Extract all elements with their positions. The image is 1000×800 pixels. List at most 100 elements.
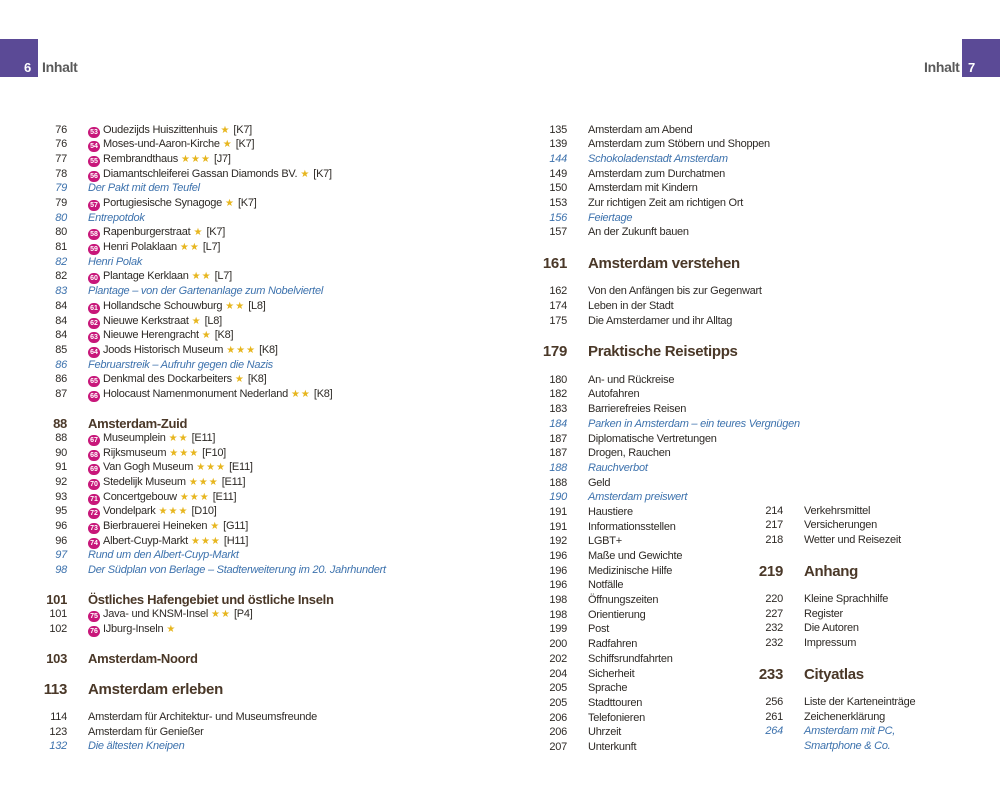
toc-entry[interactable]: 153 Zur richtigen Zeit am richtigen Ort: [520, 196, 760, 211]
toc-entry[interactable]: 86 65 Denkmal des Dockarbeiters ★ [K8]: [20, 372, 500, 388]
toc-entry[interactable]: 206 Uhrzeit: [520, 725, 760, 740]
toc-entry[interactable]: 220 Kleine Sprachhilfe: [736, 592, 976, 607]
toc-feature-entry[interactable]: 86 Februarstreik – Aufruhr gegen die Nazi…: [20, 358, 500, 373]
sight-number-badge: 54: [88, 141, 100, 153]
toc-entry[interactable]: 157 An der Zukunft bauen: [520, 225, 760, 240]
toc-entry[interactable]: 175 Die Amsterdamer und ihr Alltag: [520, 314, 760, 329]
toc-entry[interactable]: 82 60 Plantage Kerklaan ★★ [L7]: [20, 269, 500, 285]
toc-entry[interactable]: 80 58 Rapenburgerstraat ★ [K7]: [20, 225, 500, 241]
toc-entry[interactable]: 192 LGBT+: [520, 534, 760, 549]
toc-entry[interactable]: 84 63 Nieuwe Herengracht ★ [K8]: [20, 328, 500, 344]
toc-entry[interactable]: 93 71 Concertgebouw ★★★ [E11]: [20, 490, 500, 505]
toc-entry[interactable]: 91 69 Van Gogh Museum ★★★ [E11]: [20, 460, 500, 476]
toc-entry[interactable]: 191 Haustiere: [520, 505, 760, 520]
toc-entry[interactable]: 85 64 Joods Historisch Museum ★★★ [K8]: [20, 343, 500, 358]
toc-entry[interactable]: 207 Unterkunft: [520, 740, 760, 755]
toc-entry[interactable]: 218 Wetter und Reisezeit: [736, 533, 976, 548]
toc-feature-entry[interactable]: 188 Rauchverbot: [520, 461, 760, 476]
toc-entry[interactable]: 188 Geld: [520, 476, 760, 491]
toc-entry[interactable]: 101 75 Java- und KNSM-Insel ★★ [P4]: [20, 607, 500, 623]
toc-entry[interactable]: 256 Liste der Karteneinträge: [736, 695, 976, 710]
toc-entry[interactable]: 198 Öffnungszeiten: [520, 593, 760, 608]
toc-entry[interactable]: 174 Leben in der Stadt: [520, 299, 760, 314]
toc-feature-entry[interactable]: 98 Der Südplan von Berlage – Stadterweite…: [20, 563, 500, 578]
toc-chapter-heading[interactable]: 113 Amsterdam erleben: [20, 681, 500, 698]
toc-entry[interactable]: 196 Maße und Gewichte: [520, 549, 760, 564]
toc-entry[interactable]: 227 Register: [736, 607, 976, 622]
toc-entry[interactable]: 205 Sprache: [520, 681, 760, 696]
toc-entry[interactable]: 88 67 Museumplein ★★ [E11]: [20, 431, 500, 446]
toc-chapter-heading[interactable]: 161 Amsterdam verstehen: [520, 256, 760, 272]
toc-entry[interactable]: 135 Amsterdam am Abend: [520, 123, 760, 138]
entry-text: Amsterdam preiswert: [588, 490, 687, 505]
toc-entry[interactable]: 191 Informationsstellen: [520, 520, 760, 535]
toc-entry[interactable]: 78 56 Diamantschleiferei Gassan Diamonds B…: [20, 167, 500, 182]
toc-feature-entry[interactable]: 144 Schokoladenstadt Amsterdam: [520, 152, 760, 167]
toc-entry[interactable]: 198 Orientierung: [520, 608, 760, 623]
toc-entry[interactable]: 183 Barrierefreies Reisen: [520, 402, 760, 417]
toc-entry[interactable]: 204 Sicherheit: [520, 667, 760, 682]
toc-entry[interactable]: 84 62 Nieuwe Kerkstraat ★ [L8]: [20, 314, 500, 329]
toc-entry[interactable]: 76 54 Moses-und-Aaron-Kirche ★ [K7]: [20, 137, 500, 153]
toc-chapter-heading[interactable]: 233 Cityatlas: [736, 666, 976, 683]
toc-entry[interactable]: 84 61 Hollandsche Schouwburg ★★ [L8]: [20, 299, 500, 314]
toc-entry[interactable]: 232 Die Autoren: [736, 621, 976, 636]
entry-title: LGBT+: [588, 535, 622, 548]
toc-entry[interactable]: 200 Radfahren: [520, 637, 760, 652]
toc-entry[interactable]: 206 Telefonieren: [520, 711, 760, 726]
entry-text: Öffnungszeiten: [588, 593, 659, 608]
toc-feature-entry[interactable]: 80 Entrepotdok: [20, 211, 500, 226]
toc-entry[interactable]: 187 Drogen, Rauchen: [520, 446, 760, 461]
toc-entry[interactable]: 96 74 Albert-Cuyp-Markt ★★★ [H11]: [20, 534, 500, 549]
toc-feature-entry[interactable]: 264 Amsterdam mit PC,: [736, 724, 976, 739]
toc-feature-entry[interactable]: 190 Amsterdam preiswert: [520, 490, 760, 505]
toc-entry[interactable]: 95 72 Vondelpark ★★★ [D10]: [20, 504, 500, 520]
toc-entry[interactable]: 114 Amsterdam für Architektur- und Museum…: [20, 710, 500, 725]
toc-entry[interactable]: 180 An- und Rückreise: [520, 373, 760, 388]
toc-entry[interactable]: 123 Amsterdam für Genießer: [20, 725, 500, 740]
page-number: 87: [55, 387, 67, 400]
toc-entry[interactable]: 139 Amsterdam zum Stöbern und Shoppen: [520, 137, 770, 152]
toc-entry[interactable]: 81 59 Henri Polaklaan ★★ [L7]: [20, 240, 500, 256]
entry-title: Portugiesische Synagoge: [103, 197, 222, 210]
toc-feature-entry[interactable]: 82 Henri Polak: [20, 255, 500, 270]
toc-chapter-heading[interactable]: 219 Anhang: [736, 563, 976, 580]
toc-entry[interactable]: 205 Stadttouren: [520, 696, 760, 711]
toc-entry[interactable]: 261 Zeichenerklärung: [736, 710, 976, 725]
toc-entry[interactable]: 102 76 IJburg-Inseln ★: [20, 622, 500, 637]
toc-entry[interactable]: 199 Post: [520, 622, 760, 637]
toc-entry[interactable]: 162 Von den Anfängen bis zur Gegenwart: [520, 284, 762, 299]
toc-entry[interactable]: 149 Amsterdam zum Durchatmen: [520, 167, 760, 182]
toc-subsection-heading[interactable]: 101 Östliches Hafengebiet und östliche In…: [20, 592, 500, 607]
toc-feature-entry[interactable]: Smartphone & Co.: [736, 739, 976, 754]
entry-title: Rauchverbot: [588, 461, 648, 474]
toc-entry[interactable]: 96 73 Bierbrauerei Heineken ★ [G11]: [20, 519, 500, 535]
toc-entry[interactable]: 214 Verkehrsmittel: [736, 504, 976, 519]
toc-entry[interactable]: 182 Autofahren: [520, 387, 760, 402]
toc-feature-entry[interactable]: 79 Der Pakt mit dem Teufel: [20, 181, 500, 196]
toc-feature-entry[interactable]: 132 Die ältesten Kneipen: [20, 739, 500, 754]
toc-entry[interactable]: 150 Amsterdam mit Kindern: [520, 181, 760, 196]
toc-entry[interactable]: 87 66 Holocaust Namenmonument Nederland ★★[…: [20, 387, 500, 402]
toc-entry[interactable]: 77 55 Rembrandthaus ★★★ [J7]: [20, 152, 500, 167]
toc-entry[interactable]: 92 70 Stedelijk Museum ★★★ [E11]: [20, 475, 500, 491]
toc-entry[interactable]: 196 Medizinische Hilfe: [520, 564, 760, 579]
entry-text: 60 Plantage Kerklaan ★★ [L7]: [88, 269, 232, 285]
entry-title: Der Südplan von Berlage – Stadterweiteru…: [88, 564, 386, 577]
toc-entry[interactable]: 202 Schiffsrundfahrten: [520, 652, 760, 667]
toc-entry[interactable]: 187 Diplomatische Vertretungen: [520, 432, 760, 447]
toc-feature-entry[interactable]: 97 Rund um den Albert-Cuyp-Markt: [20, 548, 500, 563]
toc-entry[interactable]: 90 68 Rijksmuseum ★★★ [F10]: [20, 446, 500, 461]
toc-feature-entry[interactable]: 184 Parken in Amsterdam – ein teures Verg…: [520, 417, 800, 432]
entry-title: Rund um den Albert-Cuyp-Markt: [88, 549, 239, 562]
toc-entry[interactable]: 217 Versicherungen: [736, 518, 976, 533]
toc-entry[interactable]: 79 57 Portugiesische Synagoge ★ [K7]: [20, 196, 500, 212]
toc-entry[interactable]: 76 53 Oudezijds Huiszittenhuis ★ [K7]: [20, 123, 500, 138]
toc-subsection-heading[interactable]: 88 Amsterdam-Zuid: [20, 416, 500, 431]
toc-chapter-heading[interactable]: 179 Praktische Reisetipps: [520, 344, 760, 360]
toc-subsection-heading[interactable]: 103 Amsterdam-Noord: [20, 651, 500, 666]
toc-feature-entry[interactable]: 83 Plantage – von der Gartenanlage zum No…: [20, 284, 500, 299]
toc-feature-entry[interactable]: 156 Feiertage: [520, 211, 760, 226]
toc-entry[interactable]: 232 Impressum: [736, 636, 976, 651]
toc-entry[interactable]: 196 Notfälle: [520, 578, 760, 593]
